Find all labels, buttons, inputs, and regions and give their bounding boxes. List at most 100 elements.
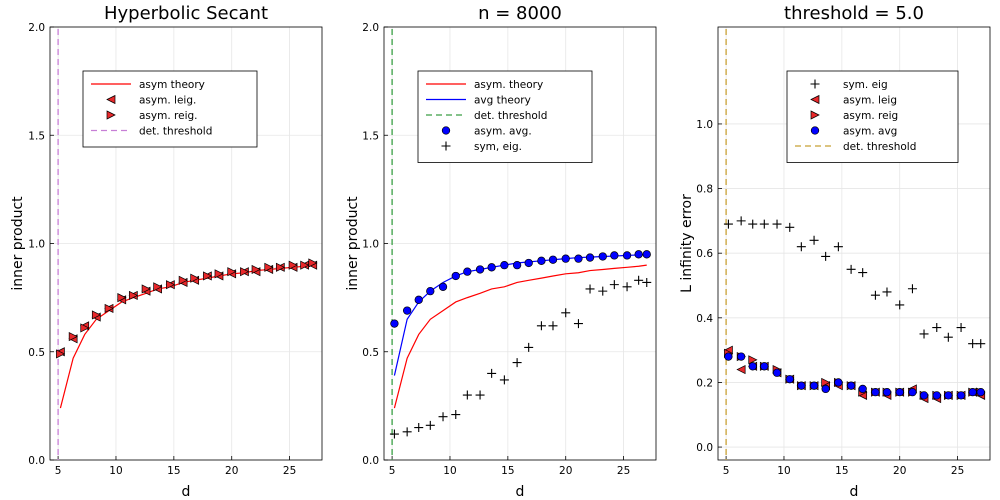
- data-point: [512, 261, 522, 270]
- data-point: [723, 219, 733, 229]
- data-point: [797, 381, 806, 390]
- data-point: [932, 391, 941, 400]
- data-point: [748, 362, 757, 371]
- y-axis-label: inner product: [345, 196, 361, 291]
- data-point: [537, 256, 546, 265]
- data-point: [308, 258, 318, 268]
- y-tick-label: 1.5: [28, 130, 45, 142]
- y-tick-label: 0.0: [28, 455, 45, 467]
- data-point: [475, 390, 485, 400]
- data-point: [821, 384, 830, 394]
- data-point: [858, 268, 868, 278]
- data-point: [956, 323, 966, 333]
- data-point: [117, 293, 127, 303]
- data-point: [402, 306, 412, 315]
- data-point: [956, 391, 966, 400]
- data-point: [748, 219, 758, 229]
- data-point: [402, 427, 412, 437]
- x-tick-label: 20: [559, 465, 572, 477]
- data-point: [536, 321, 546, 331]
- chart-panel-3: 5 10 15 20 25 0.0 0.2 0.4 0.6 0.8 1.0 threshold = 5…: [679, 3, 991, 500]
- data-point: [524, 342, 534, 352]
- data-point: [759, 219, 769, 229]
- data-point: [561, 254, 570, 263]
- data-point: [288, 260, 298, 270]
- data-point: [178, 275, 188, 285]
- data-point: [908, 387, 917, 397]
- legend-label: asym. reig.: [139, 110, 198, 122]
- data-point: [487, 263, 496, 272]
- data-point: [487, 368, 497, 378]
- data-point: [809, 235, 819, 245]
- data-point: [251, 264, 261, 275]
- data-point: [512, 358, 522, 368]
- data-point: [499, 375, 509, 385]
- x-tick-label: 5: [723, 465, 730, 477]
- data-point: [919, 391, 929, 400]
- data-point: [724, 352, 733, 361]
- data-point: [919, 329, 929, 339]
- legend-label: det. threshold: [843, 141, 916, 153]
- data-point: [141, 284, 151, 294]
- data-point: [622, 251, 632, 260]
- data-point: [166, 280, 176, 290]
- x-axis-label: d: [850, 484, 859, 500]
- x-tick-label: 20: [893, 465, 906, 477]
- legend-label: sym. eig: [843, 79, 888, 91]
- x-tick-label: 25: [617, 465, 630, 477]
- data-point: [870, 290, 880, 300]
- data-point: [300, 260, 310, 270]
- data-point: [598, 286, 608, 296]
- x-tick-label: 20: [225, 465, 238, 477]
- legend-label: sym, eig.: [474, 141, 522, 153]
- x-tick-label: 5: [389, 465, 396, 477]
- data-point: [610, 251, 619, 260]
- x-axis-label: d: [516, 484, 525, 500]
- legend-label: asym. avg.: [474, 126, 532, 138]
- chart-panel-1: 5 10 15 20 25 0.0 0.5 1.0 1.5 2.0 Hyperbolic Secan…: [10, 3, 323, 500]
- y-tick-label: 0.0: [362, 455, 379, 467]
- data-point: [736, 364, 746, 375]
- data-point: [785, 375, 794, 384]
- data-point: [968, 339, 978, 349]
- data-point: [932, 323, 942, 333]
- data-point: [574, 254, 583, 263]
- y-tick-label: 0.5: [28, 347, 45, 359]
- data-point: [561, 308, 571, 318]
- legend-swatch: [810, 94, 820, 105]
- series-line: [393, 253, 647, 376]
- data-point: [390, 319, 399, 328]
- data-point: [882, 287, 892, 297]
- data-point: [585, 253, 595, 262]
- data-point: [438, 282, 448, 291]
- x-axis-label: d: [182, 484, 191, 500]
- data-point: [634, 275, 644, 285]
- data-point: [976, 387, 985, 397]
- chart-title: Hyperbolic Secant: [104, 3, 268, 24]
- legend-swatch: [810, 79, 820, 89]
- plot-frame: [717, 26, 991, 461]
- x-tick-label: 25: [283, 465, 296, 477]
- data-point: [598, 252, 607, 261]
- legend-label: asym. leig: [843, 95, 897, 107]
- data-point: [821, 377, 831, 388]
- chart-title: threshold = 5.0: [784, 3, 924, 24]
- legend-label: asym. avg: [843, 126, 897, 138]
- legend-swatch: [441, 126, 451, 135]
- x-tick-label: 15: [167, 465, 180, 477]
- data-point: [976, 339, 986, 349]
- x-tick-label: 10: [443, 465, 456, 477]
- legend: asym theory asym. leig. asym. reig. det. th…: [82, 70, 258, 148]
- legend-swatch: [810, 126, 820, 135]
- legend-label: det. threshold: [139, 126, 212, 138]
- data-point: [426, 286, 435, 296]
- series-line: [59, 264, 313, 409]
- data-point: [748, 355, 758, 365]
- data-point: [438, 412, 448, 422]
- data-point: [264, 262, 274, 272]
- data-point: [425, 420, 435, 430]
- data-point: [642, 250, 651, 259]
- data-point: [414, 423, 424, 433]
- legend-box: [417, 70, 593, 163]
- data-point: [772, 368, 782, 377]
